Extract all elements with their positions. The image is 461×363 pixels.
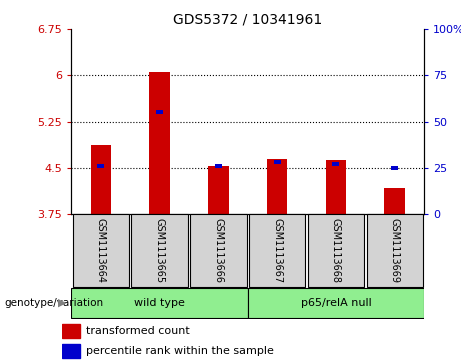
Text: genotype/variation: genotype/variation <box>5 298 104 308</box>
Bar <box>267 159 288 214</box>
FancyBboxPatch shape <box>248 288 424 318</box>
Bar <box>149 72 170 214</box>
Title: GDS5372 / 10341961: GDS5372 / 10341961 <box>173 12 322 26</box>
Text: wild type: wild type <box>134 298 185 308</box>
FancyBboxPatch shape <box>131 214 188 287</box>
Text: GSM1113665: GSM1113665 <box>154 218 165 283</box>
Bar <box>325 160 346 214</box>
FancyBboxPatch shape <box>249 214 305 287</box>
Bar <box>332 162 339 166</box>
Text: transformed count: transformed count <box>86 326 189 336</box>
Bar <box>215 164 222 168</box>
Bar <box>384 188 405 214</box>
Bar <box>62 324 80 338</box>
Bar <box>97 164 104 168</box>
Bar <box>62 344 80 358</box>
Bar <box>208 166 229 214</box>
Text: GSM1113664: GSM1113664 <box>96 218 106 283</box>
Bar <box>274 160 281 164</box>
Text: GSM1113669: GSM1113669 <box>390 218 400 283</box>
Bar <box>156 110 163 114</box>
Text: GSM1113668: GSM1113668 <box>331 218 341 283</box>
Bar <box>391 166 398 170</box>
Text: p65/relA null: p65/relA null <box>301 298 371 308</box>
FancyBboxPatch shape <box>71 288 248 318</box>
FancyBboxPatch shape <box>308 214 364 287</box>
Bar <box>90 145 111 214</box>
FancyBboxPatch shape <box>73 214 129 287</box>
FancyBboxPatch shape <box>366 214 423 287</box>
Text: percentile rank within the sample: percentile rank within the sample <box>86 346 273 356</box>
Text: ▶: ▶ <box>59 298 67 308</box>
Text: GSM1113666: GSM1113666 <box>213 218 224 283</box>
FancyBboxPatch shape <box>190 214 247 287</box>
Text: GSM1113667: GSM1113667 <box>272 218 282 283</box>
